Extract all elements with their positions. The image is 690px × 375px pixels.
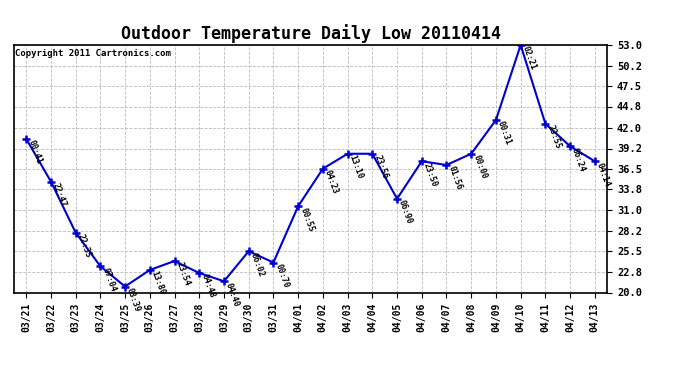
Text: 01:56: 01:56 bbox=[446, 165, 464, 192]
Text: 22:47: 22:47 bbox=[51, 182, 68, 208]
Text: 03:39: 03:39 bbox=[125, 286, 142, 313]
Text: 23:50: 23:50 bbox=[422, 161, 439, 188]
Text: 23:54: 23:54 bbox=[175, 261, 192, 288]
Text: 06:24: 06:24 bbox=[570, 146, 587, 173]
Text: 00:55: 00:55 bbox=[298, 206, 315, 233]
Text: 06:90: 06:90 bbox=[397, 199, 414, 225]
Text: 23:56: 23:56 bbox=[373, 154, 389, 180]
Title: Outdoor Temperature Daily Low 20110414: Outdoor Temperature Daily Low 20110414 bbox=[121, 24, 500, 44]
Text: 00:31: 00:31 bbox=[496, 120, 513, 147]
Text: 04:14: 04:14 bbox=[595, 161, 612, 188]
Text: 04:40: 04:40 bbox=[224, 281, 241, 308]
Text: 04:48: 04:48 bbox=[199, 273, 216, 300]
Text: 13:10: 13:10 bbox=[348, 154, 364, 180]
Text: 13:80: 13:80 bbox=[150, 270, 167, 297]
Text: 07:04: 07:04 bbox=[100, 266, 117, 293]
Text: 22:35: 22:35 bbox=[76, 232, 92, 259]
Text: Copyright 2011 Cartronics.com: Copyright 2011 Cartronics.com bbox=[15, 49, 171, 58]
Text: 06:02: 06:02 bbox=[248, 251, 266, 278]
Text: 00:41: 00:41 bbox=[26, 139, 43, 165]
Text: 00:70: 00:70 bbox=[273, 262, 290, 289]
Text: 23:55: 23:55 bbox=[545, 124, 562, 150]
Text: 00:00: 00:00 bbox=[471, 154, 489, 180]
Text: 04:23: 04:23 bbox=[323, 169, 340, 195]
Text: 02:21: 02:21 bbox=[521, 45, 538, 72]
